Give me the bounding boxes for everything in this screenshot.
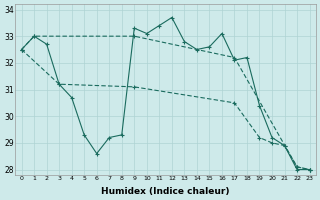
X-axis label: Humidex (Indice chaleur): Humidex (Indice chaleur): [101, 187, 230, 196]
